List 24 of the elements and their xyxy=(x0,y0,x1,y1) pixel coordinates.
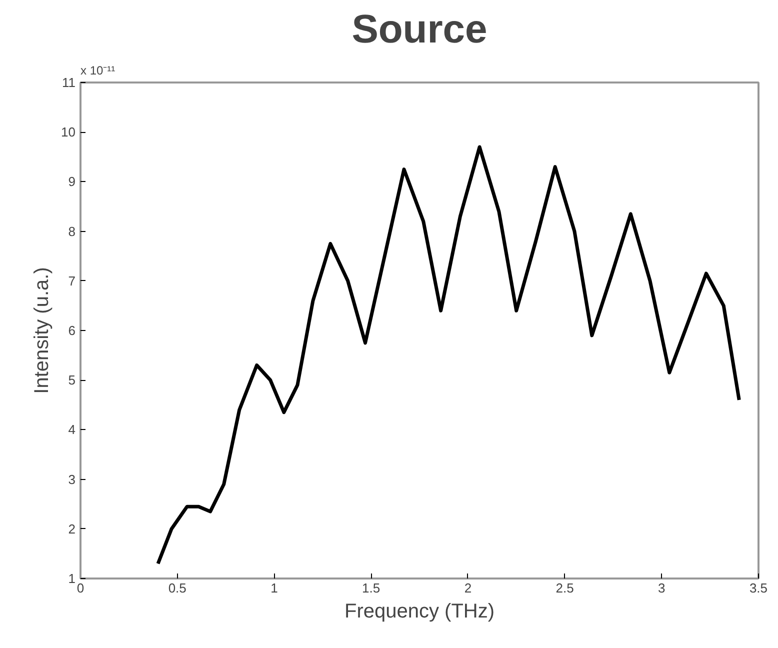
x-tick-label: 3 xyxy=(658,580,666,596)
y-tick-label: 8 xyxy=(68,224,76,239)
x-tick-label: 2.5 xyxy=(556,580,574,596)
y-tick-label: 7 xyxy=(68,273,76,288)
y-tick-label: 2 xyxy=(68,521,76,536)
chart-title: Source xyxy=(352,8,488,52)
x-tick-label: 2 xyxy=(464,580,472,596)
y-tick-label: 1 xyxy=(68,571,76,586)
x-tick-label: 1.5 xyxy=(362,580,380,596)
y-tick-label: 5 xyxy=(68,372,76,388)
y-tick-label: 4 xyxy=(68,422,76,438)
text: x 10⁻¹¹ xyxy=(80,64,116,78)
y-tick-label: 3 xyxy=(68,472,76,487)
x-tick-label: 1 xyxy=(270,580,278,596)
y-tick-label: 10 xyxy=(61,124,76,140)
x-tick-label: 3.5 xyxy=(749,580,768,596)
x-tick-label: 0 xyxy=(76,580,84,596)
y-tick-label: 9 xyxy=(68,174,76,190)
y-axis-title: Intensity (u.a.) xyxy=(31,267,54,394)
x-axis-title: Frequency (THz) xyxy=(344,600,495,622)
y-tick-label: 6 xyxy=(68,323,76,338)
line-series xyxy=(156,145,741,566)
x-tick-label: 0.5 xyxy=(168,580,186,596)
y-tick-label: 11 xyxy=(62,75,76,90)
